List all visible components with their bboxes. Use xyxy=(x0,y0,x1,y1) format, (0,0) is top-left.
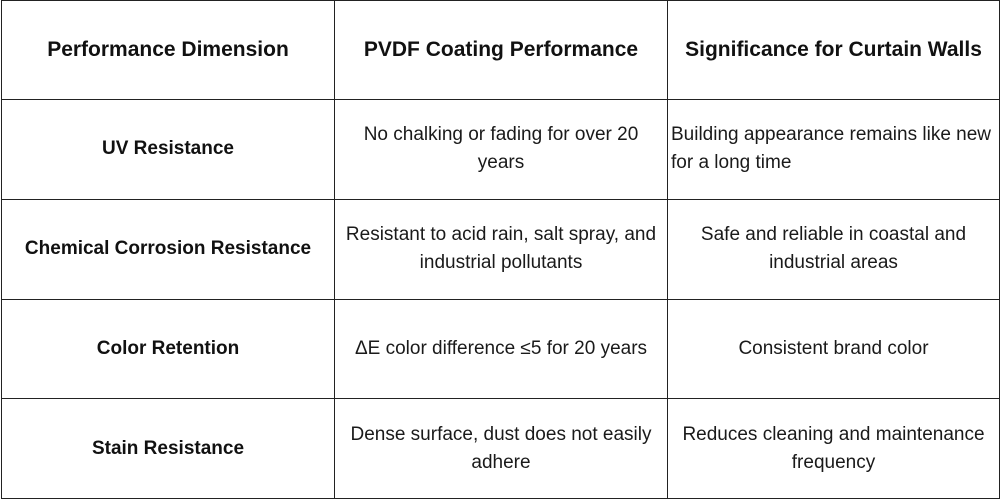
cell-dimension: UV Resistance xyxy=(1,99,335,200)
table-row: Color Retention ΔE color difference ≤5 f… xyxy=(1,298,1000,400)
column-header-performance: PVDF Coating Performance xyxy=(334,0,668,100)
table-row: Chemical Corrosion Resistance Resistant … xyxy=(1,198,1000,300)
cell-significance: Consistent brand color xyxy=(667,298,1000,400)
cell-performance: No chalking or fading for over 20 years xyxy=(334,99,668,200)
table-row: Stain Resistance Dense surface, dust doe… xyxy=(1,398,1000,499)
cell-performance: ΔE color difference ≤5 for 20 years xyxy=(334,298,668,400)
cell-dimension: Color Retention xyxy=(1,298,335,400)
column-header-significance: Significance for Curtain Walls xyxy=(667,0,1000,100)
cell-significance: Safe and reliable in coastal and industr… xyxy=(667,198,1000,300)
cell-significance: Building appearance remains like new for… xyxy=(667,99,1000,200)
cell-dimension: Stain Resistance xyxy=(1,398,335,499)
cell-significance: Reduces cleaning and maintenance frequen… xyxy=(667,398,1000,499)
cell-performance: Dense surface, dust does not easily adhe… xyxy=(334,398,668,499)
table-header-row: Performance Dimension PVDF Coating Perfo… xyxy=(1,0,1000,100)
cell-dimension: Chemical Corrosion Resistance xyxy=(1,198,335,300)
cell-performance: Resistant to acid rain, salt spray, and … xyxy=(334,198,668,300)
column-header-dimension: Performance Dimension xyxy=(1,0,335,100)
table-row: UV Resistance No chalking or fading for … xyxy=(1,99,1000,200)
